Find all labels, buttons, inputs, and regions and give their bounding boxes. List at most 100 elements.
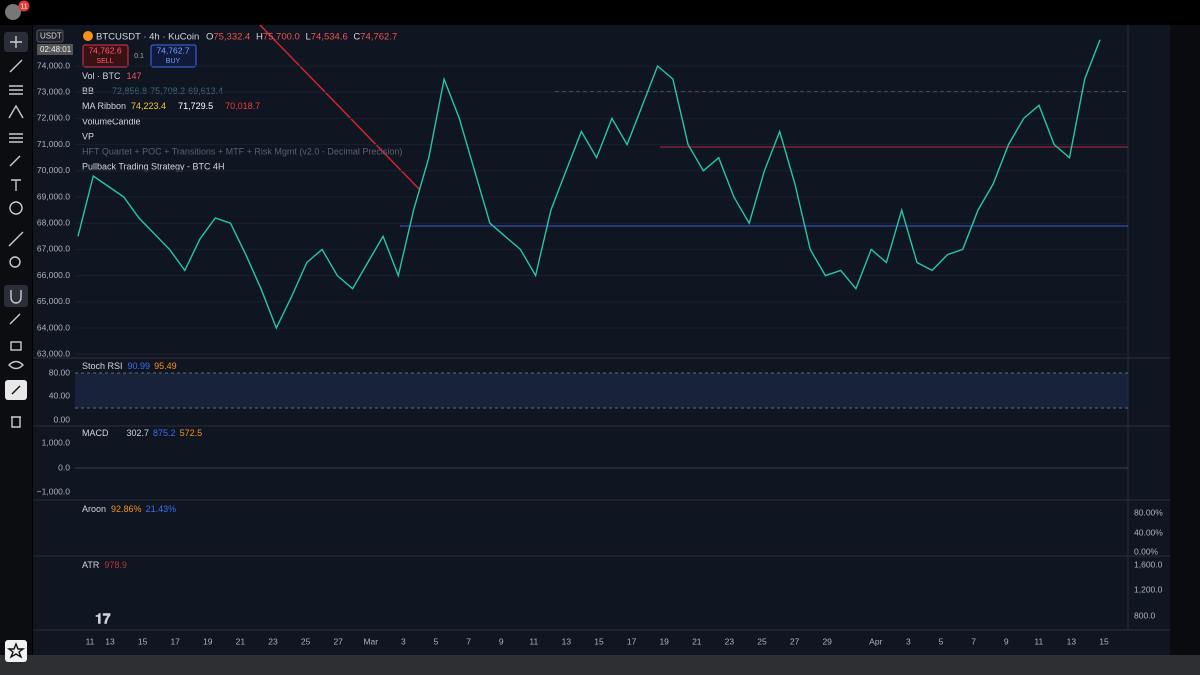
macd-signal: 572.5 [180,428,203,438]
open-label: O [206,31,213,42]
time-tick-label: 15 [138,636,148,646]
high: 75,700.0 [263,31,300,42]
time-tick-label: 17 [627,636,637,646]
time-tick-label: 21 [236,636,246,646]
projection-tool[interactable] [9,133,23,143]
time-tick-label: Mar [363,636,378,646]
atr-value: 978.9 [104,560,127,570]
buy-label: BUY [166,58,181,65]
price-tick-label: 72,000.0 [37,113,70,123]
brush-tool[interactable] [9,155,21,167]
magnet-tool[interactable] [10,290,22,304]
time-tick-label: 25 [301,636,311,646]
low: 74,534.6 [311,31,348,42]
draw-lock[interactable] [9,313,21,325]
trash-tool[interactable] [11,416,21,428]
time-tick-label: 11 [86,636,95,646]
volume-candle-legend: VolumeCandle [82,116,141,126]
hft-legend: HFT Quartet + POC + Transitions + MTF + … [82,146,402,156]
stoch-legend: Stoch RSI 90.99 95.49 [82,361,177,371]
bb-value: 75,708.2 [150,86,185,96]
price-tick-label: 73,000.0 [37,86,70,96]
macd-name: MACD [82,428,109,438]
pane-tick-label: −1,000.0 [37,486,71,496]
time-tick-label: 7 [466,636,471,646]
currency-box[interactable] [36,29,64,43]
tool-icons [4,32,28,662]
high-label: H [256,31,263,42]
pane-tick-label: 1,200.0 [1134,584,1163,594]
sell-button[interactable] [82,44,129,68]
ma-legend: MA Ribbon 74,223.4 71,729.5 70,018.7 [82,101,260,111]
avatar[interactable] [5,4,21,20]
crosshair-tool[interactable] [10,36,22,48]
price-tick-label: 66,000.0 [37,270,70,280]
left-toolbar [0,25,32,655]
price-tick-label: 64,000.0 [37,322,70,332]
bb-name: BB [82,86,94,96]
time-tick-label: 27 [333,636,343,646]
close-label: C [353,31,360,42]
time-tick-label: 25 [757,636,767,646]
aroon-down: 21.43% [146,504,177,514]
pane-tick-label: 0.00% [1134,546,1159,556]
price-tick-label: 74,000.0 [37,60,70,70]
time-tick-label: 13 [105,636,115,646]
text-tool[interactable] [11,179,21,191]
aroon-name: Aroon [82,504,106,514]
time-tick-label: 23 [268,636,278,646]
emoji-tool[interactable] [9,201,23,215]
time-tick-label: 3 [401,636,406,646]
eye-tool[interactable] [8,360,24,370]
time-tick-label: 27 [790,636,800,646]
line-tool[interactable] [9,59,23,73]
time-tick-label: 15 [1099,636,1109,646]
time-tick-label: 13 [562,636,572,646]
aroon-legend: Aroon 92.86% 21.43% [82,504,176,514]
atr-name: ATR [82,560,100,570]
time-tick-label: 11 [1034,636,1043,646]
stoch-k: 90.99 [128,361,151,371]
right-edge [1170,25,1200,655]
time-tick-label: 9 [499,636,504,646]
time-tick-label: 21 [692,636,702,646]
price-line [77,39,1101,330]
time-tick-label: 5 [434,636,439,646]
price-tick-label: 68,000.0 [37,217,70,227]
time-tick-label: 7 [971,636,976,646]
pane-tick-label: 0.0 [58,462,70,472]
ma-value: 71,729.5 [178,101,213,111]
lock-tool[interactable] [10,341,22,351]
bottom-strip [0,655,1200,675]
time-tick-label: 3 [906,636,911,646]
pane-tick-label: 800.0 [1134,610,1156,620]
aroon-up: 92.86% [111,504,142,514]
low-label: L [305,31,310,42]
close: 74,762.7 [360,31,397,42]
link-tool[interactable] [11,385,21,395]
volume-value: 147 [127,71,142,81]
zoom-tool[interactable] [9,256,21,268]
ma-value: 74,223.4 [131,101,166,111]
pattern-tool[interactable] [8,104,24,119]
currency: USDT [40,32,62,41]
fib-tool[interactable] [9,85,23,95]
ma-name: MA Ribbon [82,101,126,111]
time-tick-label: 9 [1004,636,1009,646]
open: 75,332.4 [213,31,250,42]
spread: 0.1 [134,53,144,60]
strategy-legend: Pullback Trading Strategy - BTC 4H [82,161,225,171]
measure-tool[interactable] [8,231,24,247]
badge [18,0,30,12]
bb-value: 72,856.8 [112,86,147,96]
macd-line: 875.2 [153,428,176,438]
pane-tick-label: 1,000.0 [42,437,71,447]
magnet-bg[interactable] [4,285,28,307]
tv-logo: 𝟏𝟕 [95,611,111,627]
buy-button[interactable] [150,44,197,68]
pane-tick-label: 40.00% [1134,527,1163,537]
time-tick-label: Apr [869,636,882,646]
price-tick-label: 70,000.0 [37,165,70,175]
favorites-tool[interactable] [6,642,26,659]
